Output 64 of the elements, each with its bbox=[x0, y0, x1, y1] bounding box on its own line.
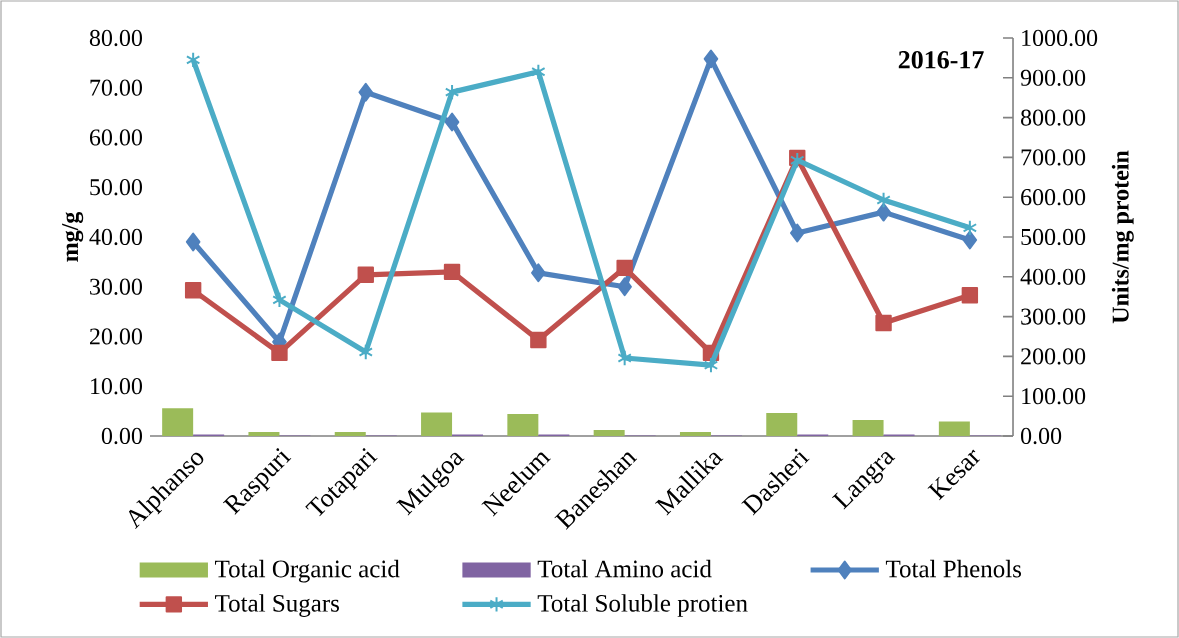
point bbox=[876, 191, 891, 209]
point bbox=[875, 314, 892, 332]
point bbox=[531, 63, 546, 81]
y-tick-label: 40.00 bbox=[89, 228, 143, 246]
point bbox=[617, 277, 632, 297]
y-tick-label: 10.00 bbox=[91, 378, 143, 395]
legend-label: Total Soluble protien bbox=[537, 594, 748, 617]
legend-label: Total Organic acid bbox=[215, 559, 400, 583]
point bbox=[617, 349, 632, 367]
legend-label: Total Sugars bbox=[215, 594, 339, 617]
point bbox=[962, 230, 978, 250]
point bbox=[184, 282, 202, 299]
point bbox=[789, 223, 805, 243]
y-tick-label: 80.00 bbox=[89, 29, 143, 47]
point bbox=[272, 291, 287, 309]
bar bbox=[421, 412, 453, 436]
point bbox=[961, 287, 979, 304]
y-tick-label: 30.00 bbox=[90, 278, 143, 295]
bar bbox=[852, 420, 884, 436]
point bbox=[443, 263, 461, 281]
y2-tick-label: 200.00 bbox=[1021, 348, 1086, 365]
y2-tick-label: 100.00 bbox=[1022, 388, 1086, 405]
bar bbox=[248, 432, 280, 436]
bar bbox=[766, 413, 798, 436]
point bbox=[358, 343, 373, 361]
chart-title: 2016-17 bbox=[898, 51, 984, 69]
y-axis-title: mg/g bbox=[62, 211, 84, 262]
point bbox=[271, 344, 288, 362]
point bbox=[358, 82, 374, 102]
y2-tick-label: 800.00 bbox=[1020, 109, 1086, 126]
point bbox=[444, 83, 460, 101]
bar bbox=[162, 408, 194, 436]
y-tick-label: 0.00 bbox=[101, 427, 143, 445]
y2-tick-label: 500.00 bbox=[1021, 228, 1086, 246]
bar bbox=[507, 414, 539, 436]
y-tick-label: 20.00 bbox=[90, 328, 143, 345]
y-tick-label: 50.00 bbox=[90, 179, 143, 196]
point bbox=[703, 356, 719, 374]
y2-tick-label: 600.00 bbox=[1021, 189, 1086, 206]
y2-tick-label: 300.00 bbox=[1021, 308, 1086, 325]
y-tick-label: 60.00 bbox=[89, 129, 143, 146]
y2-tick-label: 0.00 bbox=[1020, 427, 1062, 445]
point bbox=[185, 232, 201, 252]
point bbox=[444, 112, 460, 132]
y2-axis-title: Units/mg protein bbox=[1111, 150, 1134, 324]
y2-tick-label: 900.00 bbox=[1020, 69, 1086, 86]
point bbox=[185, 51, 201, 69]
point bbox=[357, 266, 374, 284]
point bbox=[616, 259, 633, 277]
bar bbox=[593, 430, 625, 436]
point bbox=[530, 331, 547, 349]
y2-tick-label: 700.00 bbox=[1021, 149, 1086, 166]
bar bbox=[679, 432, 711, 436]
y-tick-label: 70.00 bbox=[90, 79, 143, 96]
point bbox=[703, 49, 719, 69]
bar bbox=[334, 432, 366, 436]
y2-tick-label: 1000.00 bbox=[1022, 29, 1098, 47]
point bbox=[876, 202, 891, 222]
legend-label: Total Phenols bbox=[885, 559, 1022, 578]
legend-label: Total Amino acid bbox=[537, 559, 712, 578]
point bbox=[531, 263, 546, 283]
point bbox=[962, 219, 978, 237]
bar bbox=[938, 421, 970, 436]
y2-tick-label: 400.00 bbox=[1020, 268, 1086, 285]
